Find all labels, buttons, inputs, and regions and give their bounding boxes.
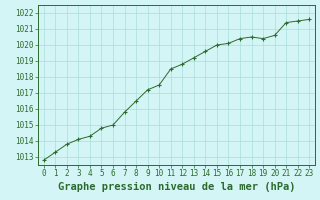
X-axis label: Graphe pression niveau de la mer (hPa): Graphe pression niveau de la mer (hPa) (58, 182, 295, 192)
